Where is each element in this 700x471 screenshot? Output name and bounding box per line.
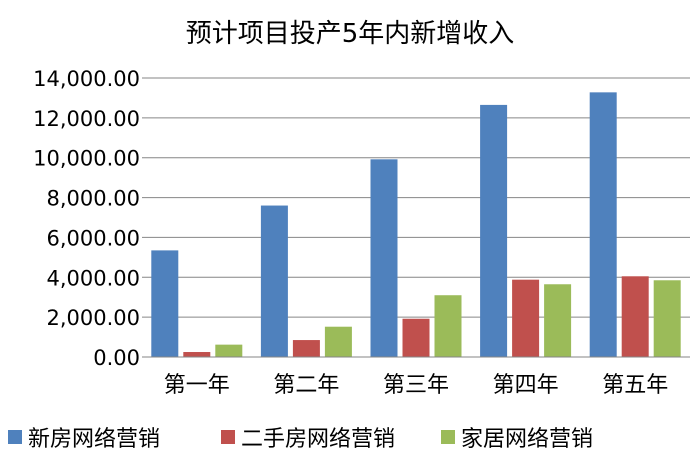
y-tick-label: 6,000.00	[46, 226, 140, 250]
x-tick-label: 第三年	[383, 373, 449, 398]
bar	[544, 284, 572, 357]
legend: 新房网络营销 二手房网络营销 家居网络营销	[8, 427, 593, 452]
bar	[512, 279, 540, 357]
x-tick-label: 第二年	[273, 373, 339, 398]
x-tick-label: 第四年	[493, 373, 559, 398]
legend-swatch	[441, 430, 455, 444]
bar	[653, 280, 681, 357]
gridlines	[142, 77, 690, 318]
bar	[370, 159, 398, 357]
bar	[260, 205, 288, 357]
y-tick-label: 14,000.00	[33, 67, 140, 91]
bar	[621, 276, 649, 357]
legend-label: 家居网络营销	[461, 427, 593, 452]
y-axis-tick-labels: 0.00 2,000.00 4,000.00 6,000.00 8,000.00 10,0…	[33, 67, 140, 370]
bar	[292, 340, 320, 357]
legend-label: 新房网络营销	[28, 427, 160, 452]
bar	[151, 250, 179, 357]
bar	[589, 92, 617, 357]
x-tick-label: 第一年	[164, 373, 230, 398]
legend-swatch	[221, 430, 235, 444]
legend-label: 二手房网络营销	[241, 427, 395, 452]
bar	[480, 104, 508, 358]
bar	[183, 352, 211, 357]
y-tick-label: 4,000.00	[46, 266, 140, 290]
bars	[151, 92, 681, 358]
x-tick-label: 第五年	[602, 373, 668, 398]
bar	[215, 344, 243, 357]
y-tick-label: 8,000.00	[46, 187, 140, 211]
y-tick-label: 0.00	[93, 346, 140, 370]
x-axis-tick-labels: 第一年 第二年 第三年 第四年 第五年	[164, 373, 668, 398]
bar	[324, 326, 352, 357]
bar	[434, 295, 462, 357]
chart-title: 预计项目投产5年内新增收入	[186, 19, 515, 49]
y-tick-label: 12,000.00	[33, 107, 140, 131]
bar	[402, 318, 430, 357]
legend-swatch	[8, 430, 22, 444]
y-tick-label: 10,000.00	[33, 147, 140, 171]
y-tick-label: 2,000.00	[46, 306, 140, 330]
